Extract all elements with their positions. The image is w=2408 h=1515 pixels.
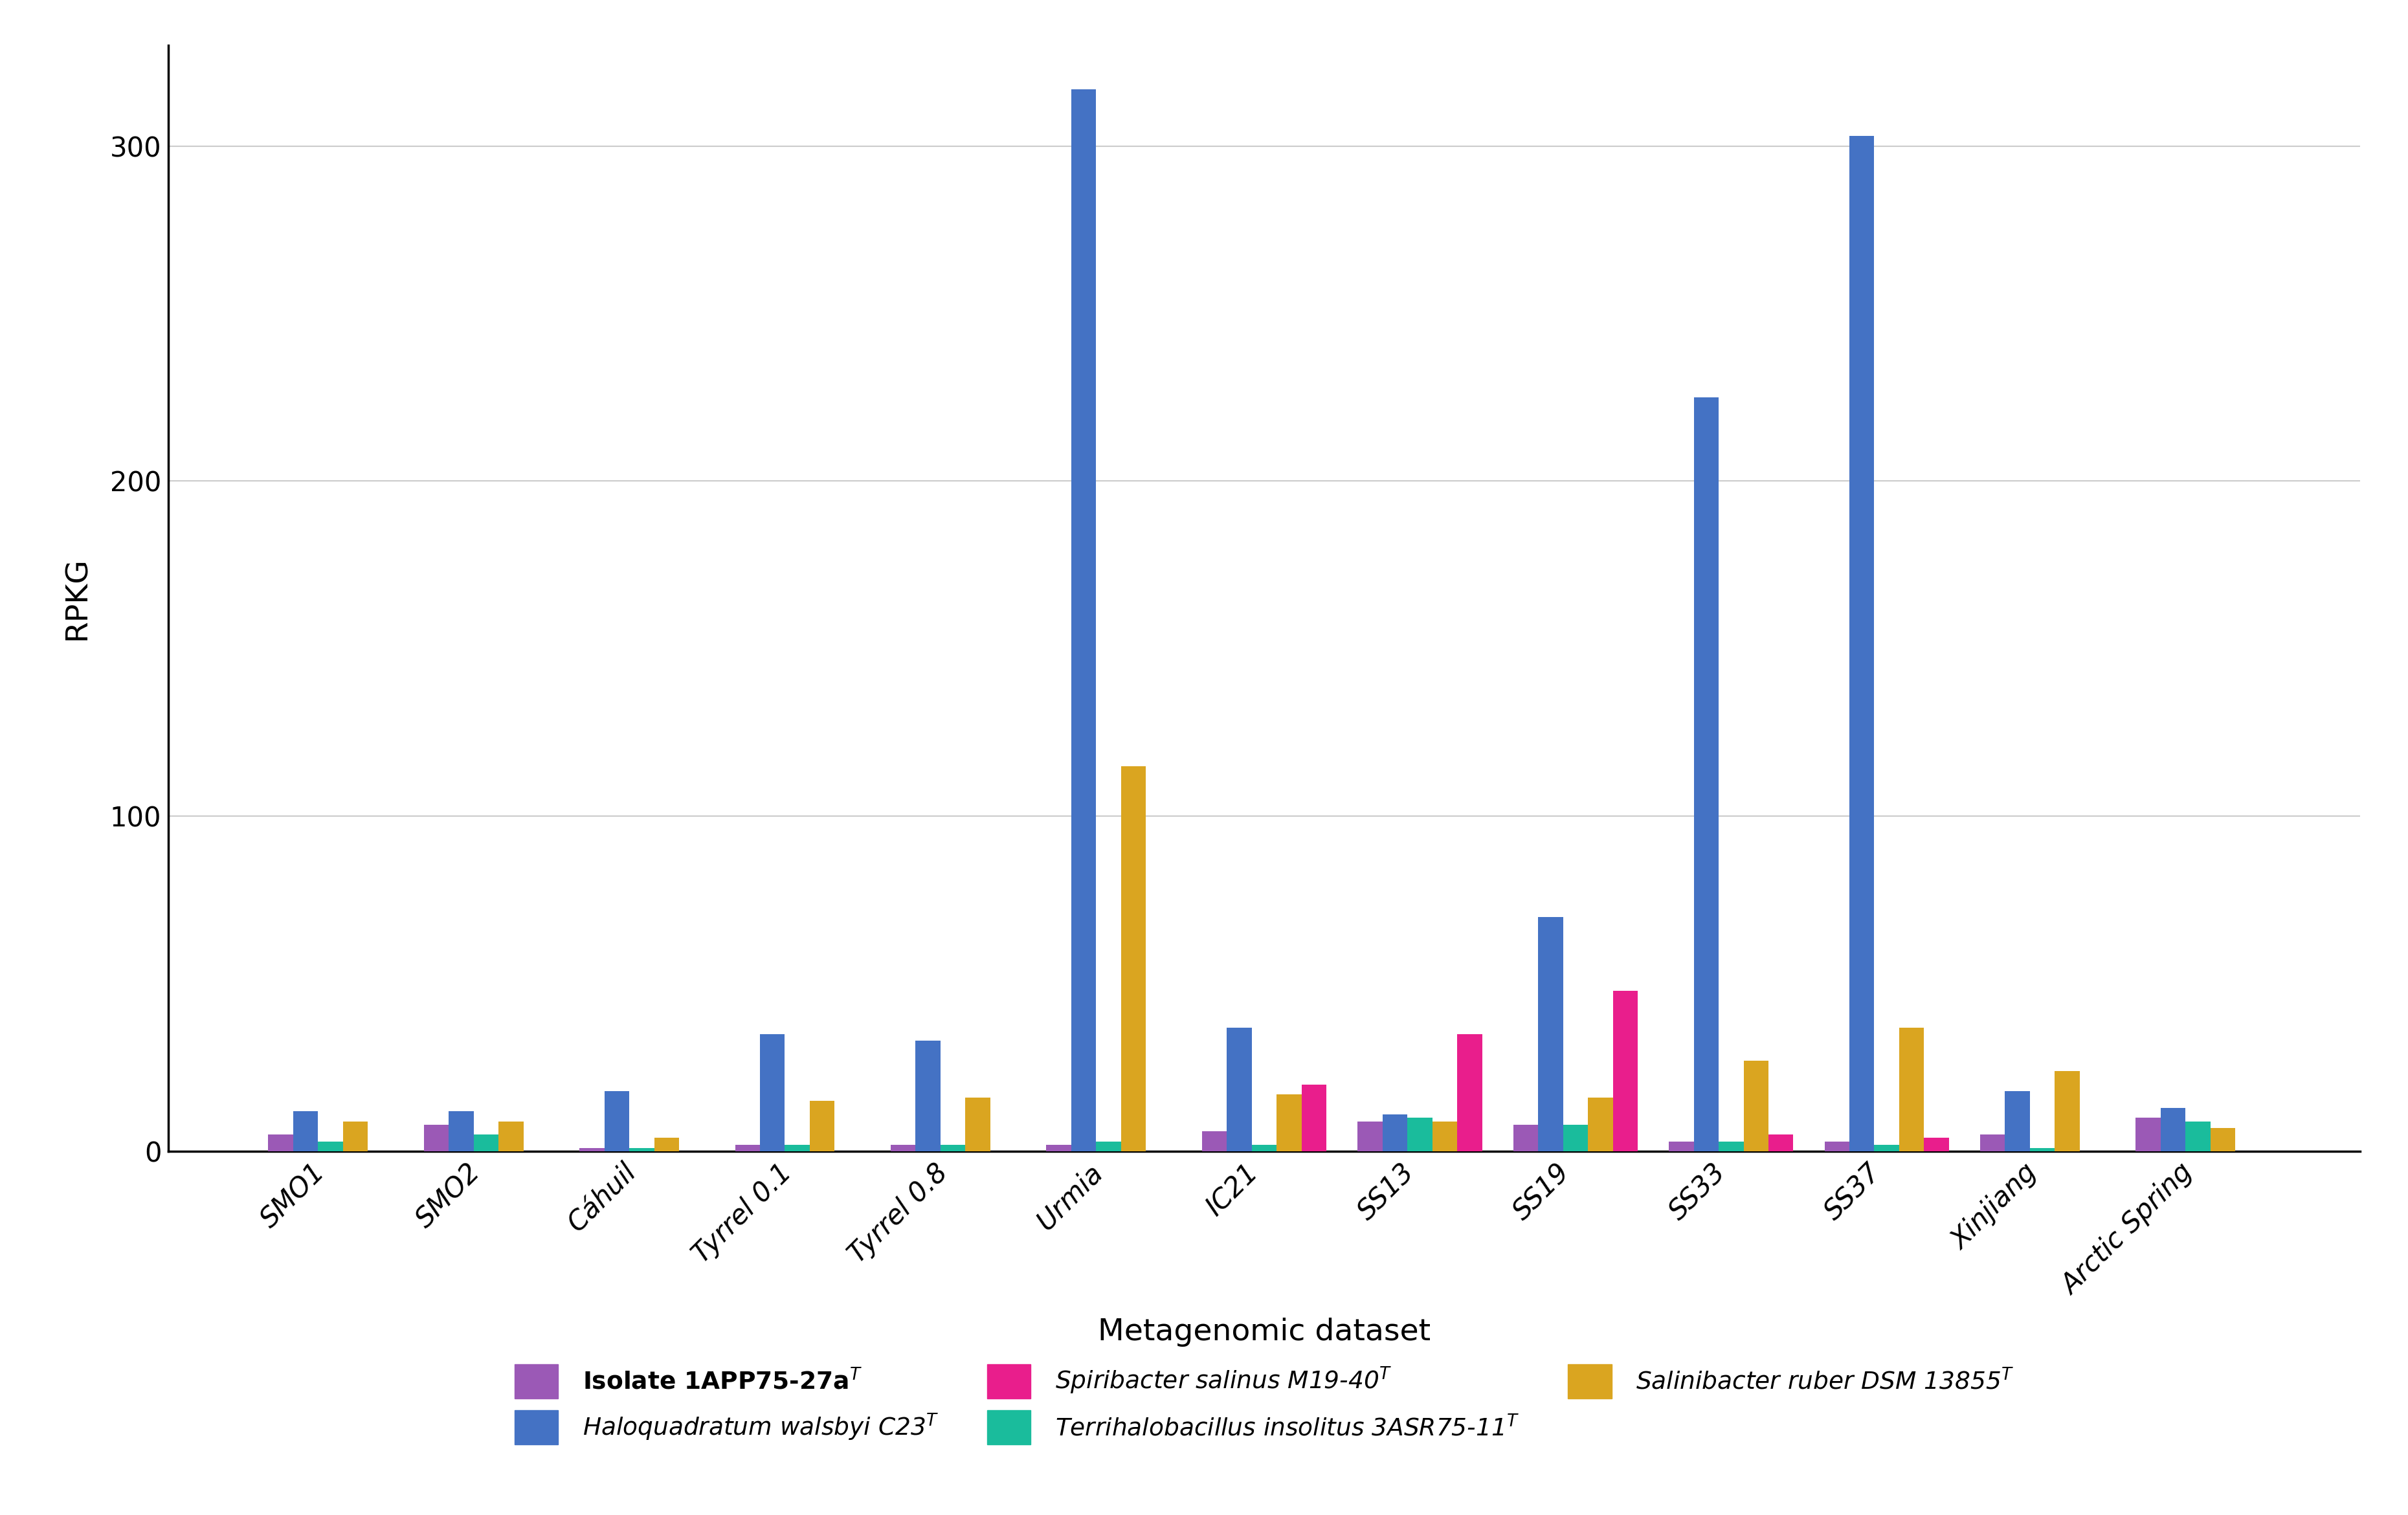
Bar	[1096, 1141, 1122, 1151]
Bar	[424, 1124, 448, 1151]
Bar	[1047, 1145, 1072, 1151]
Bar	[1202, 1132, 1226, 1151]
Bar	[1276, 1094, 1303, 1151]
Bar	[342, 1121, 368, 1151]
Bar	[2054, 1071, 2081, 1151]
Bar	[942, 1145, 966, 1151]
Bar	[761, 1035, 785, 1151]
Bar	[1669, 1141, 1693, 1151]
Bar	[1767, 1135, 1794, 1151]
Bar	[1512, 1124, 1539, 1151]
Bar	[318, 1141, 342, 1151]
Bar	[2160, 1107, 2186, 1151]
Legend: Isolate 1APP75-27a$^T$, Haloquadratum walsbyi C23$^T$, Spiribacter salinus M19-4: Isolate 1APP75-27a$^T$, Haloquadratum wa…	[506, 1354, 2023, 1454]
Bar	[1563, 1124, 1587, 1151]
Bar	[1406, 1118, 1433, 1151]
Bar	[2030, 1148, 2054, 1151]
Bar	[785, 1145, 809, 1151]
Bar	[580, 1148, 604, 1151]
Bar	[294, 1110, 318, 1151]
Bar	[1873, 1145, 1900, 1151]
Bar	[1303, 1085, 1327, 1151]
Bar	[1122, 767, 1146, 1151]
Bar	[1252, 1145, 1276, 1151]
Bar	[2186, 1121, 2211, 1151]
Bar	[1849, 136, 1873, 1151]
Bar	[1979, 1135, 2006, 1151]
Bar	[1539, 917, 1563, 1151]
Bar	[628, 1148, 655, 1151]
Bar	[1825, 1141, 1849, 1151]
Bar	[1358, 1121, 1382, 1151]
Bar	[1226, 1027, 1252, 1151]
Bar	[891, 1145, 915, 1151]
Bar	[267, 1135, 294, 1151]
Bar	[1382, 1115, 1406, 1151]
Bar	[1072, 89, 1096, 1151]
Bar	[498, 1121, 523, 1151]
Bar	[1719, 1141, 1743, 1151]
Bar	[1924, 1138, 1948, 1151]
Y-axis label: RPKG: RPKG	[63, 556, 92, 641]
Bar	[1900, 1027, 1924, 1151]
Bar	[966, 1098, 990, 1151]
Bar	[915, 1041, 942, 1151]
Bar	[1587, 1098, 1613, 1151]
Bar	[2211, 1129, 2235, 1151]
Bar	[448, 1110, 474, 1151]
Bar	[1457, 1035, 1481, 1151]
Bar	[1433, 1121, 1457, 1151]
Bar	[734, 1145, 761, 1151]
Bar	[2006, 1091, 2030, 1151]
Bar	[1613, 991, 1637, 1151]
Bar	[809, 1101, 836, 1151]
Bar	[604, 1091, 628, 1151]
Bar	[474, 1135, 498, 1151]
Bar	[1743, 1060, 1767, 1151]
Bar	[2136, 1118, 2160, 1151]
X-axis label: Metagenomic dataset: Metagenomic dataset	[1098, 1318, 1430, 1347]
Bar	[655, 1138, 679, 1151]
Bar	[1693, 397, 1719, 1151]
